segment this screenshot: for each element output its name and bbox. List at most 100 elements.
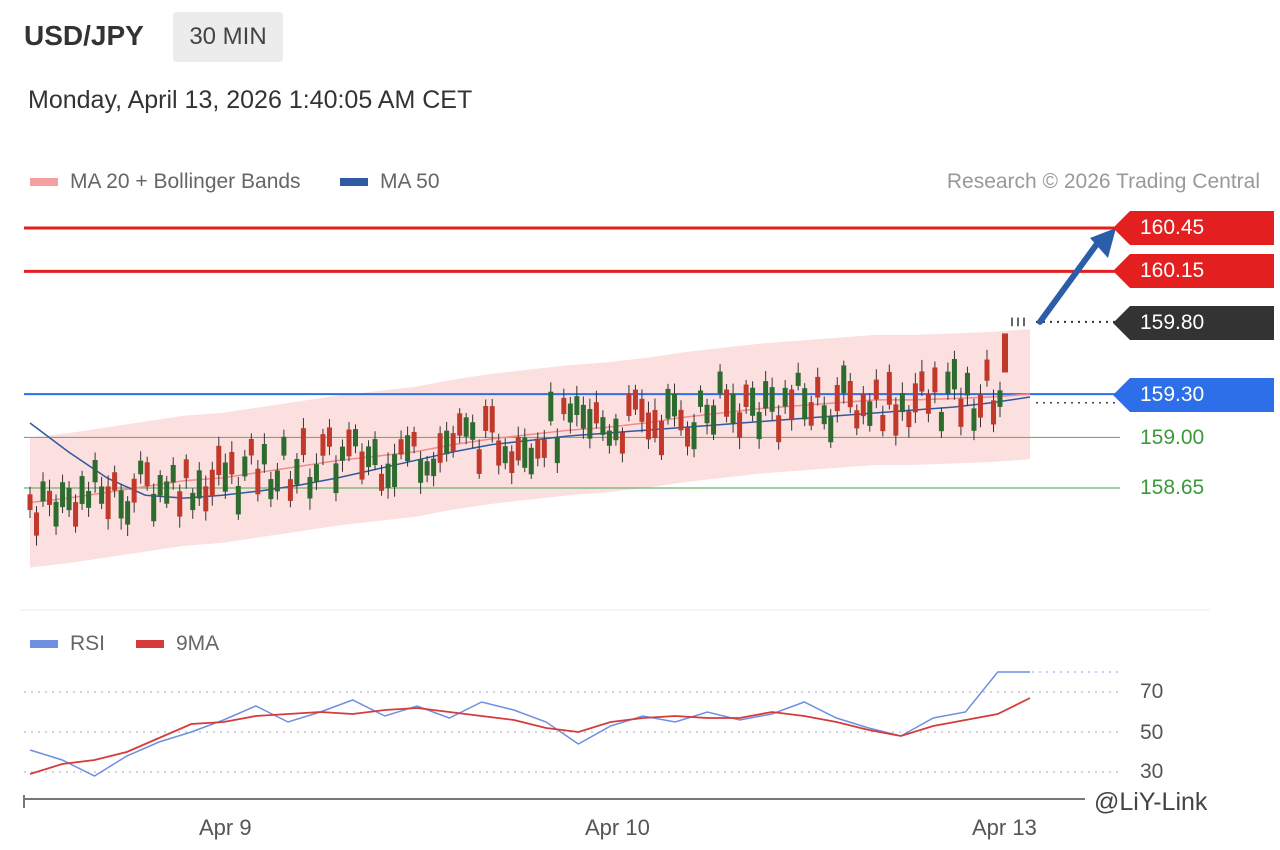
candle-body	[971, 408, 977, 431]
candle-body	[73, 502, 79, 527]
rsi-lines	[29, 671, 1031, 777]
pivot-value: 159.30	[1140, 383, 1205, 406]
candle-body	[300, 428, 306, 456]
resistance-1-tag: 160.15	[1113, 254, 1274, 288]
candle-body	[750, 387, 756, 416]
level-lines	[24, 226, 1120, 489]
candle-body	[92, 459, 98, 483]
candle-body	[763, 381, 769, 409]
candle-body	[450, 433, 456, 452]
candle-body	[144, 462, 150, 487]
candle-body	[177, 491, 183, 517]
candle-body	[619, 432, 625, 454]
candle-body	[658, 420, 664, 456]
candle-body	[66, 487, 72, 511]
arrow-shaft	[1037, 239, 1101, 325]
candle-body	[854, 410, 860, 429]
candle-body	[815, 376, 821, 398]
candle-body	[789, 389, 795, 421]
candle-body	[717, 371, 723, 394]
x-label-apr9: Apr 9	[199, 815, 252, 840]
candle-body	[489, 406, 495, 433]
candle-body	[632, 389, 638, 410]
support-1-label: 159.00	[1140, 426, 1205, 449]
candle-body	[138, 460, 144, 475]
legend-ma50: MA 50	[340, 170, 440, 194]
candle-body	[626, 393, 632, 416]
candle-body	[951, 358, 957, 390]
candle-body	[600, 417, 606, 435]
rsi-ma-line	[29, 697, 1031, 775]
candle-body	[164, 481, 170, 504]
candle-body	[847, 381, 853, 408]
candle-body	[808, 402, 814, 426]
candle-body	[899, 393, 905, 413]
candle-body	[359, 451, 365, 480]
rsi-level-70: 70	[1140, 680, 1164, 703]
rsi-label: RSI	[70, 632, 106, 655]
candle-body	[372, 439, 378, 466]
candle-body	[157, 475, 163, 496]
candle-body	[671, 393, 677, 417]
candle-body	[912, 383, 918, 413]
candle-body	[313, 464, 319, 482]
candle-body	[756, 411, 762, 440]
candle-body	[27, 494, 33, 511]
candle-body	[79, 476, 85, 504]
candle-body	[639, 398, 645, 422]
candle-body	[704, 404, 710, 424]
candle-body	[711, 405, 717, 435]
candle-body	[593, 402, 599, 424]
candle-body	[431, 458, 437, 477]
candle-body	[606, 430, 612, 446]
candle-body	[60, 482, 66, 508]
candle-body	[990, 400, 996, 425]
legend-ma20: MA 20 + Bollinger Bands	[30, 170, 301, 194]
candle-body	[385, 463, 391, 488]
candle-body	[860, 393, 866, 417]
candle-body	[125, 501, 131, 525]
candle-body	[977, 394, 983, 418]
candle-body	[574, 396, 580, 415]
candle-body	[151, 493, 157, 522]
candle-body	[118, 490, 124, 519]
candle-body	[665, 388, 671, 419]
candle-body	[444, 430, 450, 455]
watermark: @LiY-Link	[1094, 788, 1208, 816]
candle-body	[522, 437, 528, 468]
candle-body	[333, 463, 339, 494]
timeframe-button[interactable]: 30 MIN	[173, 12, 283, 62]
timestamp: Monday, April 13, 2026 1:40:05 AM CET	[28, 86, 473, 114]
candle-body	[997, 390, 1003, 407]
pivot-tag: 159.30	[1113, 378, 1274, 412]
candle-body	[457, 413, 463, 436]
legend-rsi: RSI	[30, 632, 105, 656]
candle-body	[346, 429, 352, 457]
candle-body	[841, 365, 847, 393]
rsi-ma-swatch	[136, 640, 164, 648]
x-label-apr13: Apr 13	[972, 815, 1037, 840]
candle-body	[502, 446, 508, 464]
candle-body	[379, 473, 385, 491]
candle-body	[398, 439, 404, 455]
candle-body	[893, 404, 899, 436]
candle-body	[880, 414, 886, 432]
candle-body	[268, 479, 274, 500]
candle-body	[515, 436, 521, 461]
arrow-head	[1090, 228, 1116, 258]
ma50-swatch	[340, 178, 368, 186]
candle-body	[235, 486, 241, 515]
candle-body	[528, 447, 534, 475]
candle-body	[737, 412, 743, 438]
gap-candle	[1002, 333, 1008, 373]
candle-body	[541, 439, 547, 458]
chart-header: USD/JPY 30 MIN	[0, 0, 1280, 72]
candle-body	[274, 470, 280, 492]
last-price-tag: 159.80	[1113, 306, 1274, 340]
last-price-value: 159.80	[1140, 311, 1205, 334]
candle-body	[958, 398, 964, 427]
x-label-apr10: Apr 10	[585, 815, 650, 840]
resistance-1-value: 160.15	[1140, 259, 1205, 282]
candle-body	[886, 371, 892, 405]
candle-body	[548, 391, 554, 422]
